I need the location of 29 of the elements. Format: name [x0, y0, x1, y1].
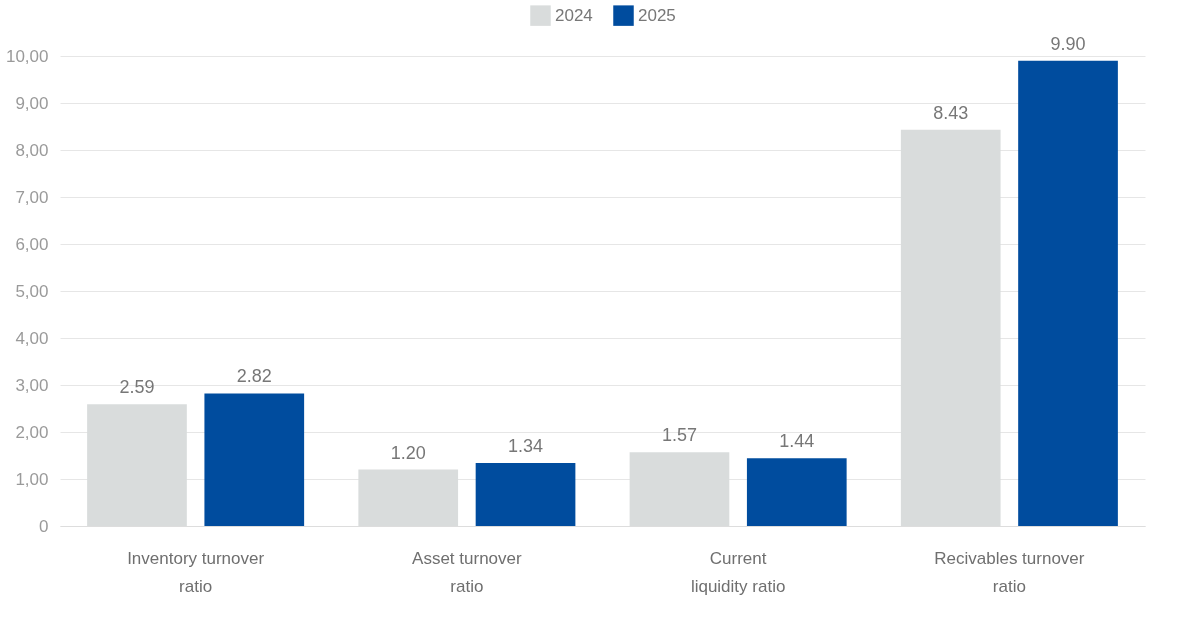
- data-label: 2.82: [236, 366, 272, 387]
- legend-label: 2025: [638, 5, 676, 25]
- y-tick-label: 7,00: [15, 187, 49, 207]
- y-tick-label: 4,00: [15, 328, 49, 348]
- data-label: 1.20: [390, 442, 426, 463]
- x-tick-label: Current liquidity ratio: [690, 548, 786, 596]
- y-tick-label: 0: [39, 516, 49, 536]
- x-tick-label: Asset turnover ratio: [412, 548, 523, 596]
- bar: [475, 463, 576, 526]
- y-tick-label: 6,00: [15, 234, 49, 254]
- data-label: 1.34: [508, 436, 544, 457]
- data-label: 8.43: [933, 102, 969, 123]
- y-tick-label: 1,00: [15, 469, 49, 489]
- y-tick-label: 10,00: [5, 46, 49, 66]
- bar: [746, 458, 847, 526]
- y-tick-label: 3,00: [15, 375, 49, 395]
- y-tick-label: 9,00: [15, 93, 49, 113]
- y-tick-label: 5,00: [15, 281, 49, 301]
- x-tick-label: Inventory turnover ratio: [127, 548, 265, 596]
- data-label: 1.57: [661, 425, 697, 446]
- y-tick-label: 2,00: [15, 422, 49, 442]
- data-label: 2.59: [119, 377, 155, 398]
- bar: [204, 393, 305, 526]
- data-label: 1.44: [779, 431, 815, 452]
- bar: [1018, 60, 1118, 526]
- x-tick-label: Recivables turnover ratio: [934, 548, 1085, 596]
- legend-label: 2024: [555, 5, 593, 25]
- y-tick-label: 8,00: [15, 140, 49, 160]
- data-label: 9.90: [1050, 33, 1086, 54]
